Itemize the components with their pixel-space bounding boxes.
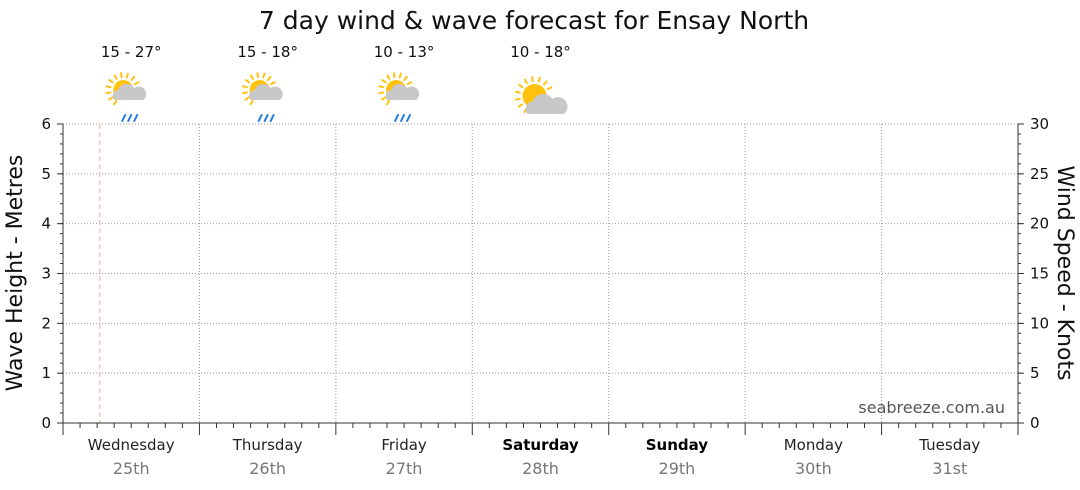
sun-cloud-rain-icon	[241, 72, 283, 122]
day-name-label: Thursday	[232, 436, 303, 454]
y-axis-left-label: Wave Height - Metres	[3, 155, 28, 392]
right-tick-label: 15	[1030, 265, 1049, 283]
day-name-label: Monday	[784, 436, 843, 454]
sun-cloud-rain-icon	[105, 72, 147, 122]
day-date-label: 26th	[249, 459, 286, 478]
day-name-label: Saturday	[502, 436, 579, 454]
right-tick-label: 10	[1030, 314, 1049, 332]
day-temperature-range: 15 - 27°	[101, 43, 162, 61]
day-name-label: Sunday	[646, 436, 709, 454]
day-name-label: Friday	[381, 436, 427, 454]
right-tick-label: 5	[1030, 364, 1040, 382]
chart-title: 7 day wind & wave forecast for Ensay Nor…	[259, 6, 809, 35]
right-tick-label: 20	[1030, 215, 1049, 233]
sun-cloud-rain-icon	[378, 72, 420, 122]
right-tick-label: 30	[1030, 115, 1049, 133]
day-date-label: 25th	[113, 459, 150, 478]
left-tick-label: 6	[41, 115, 51, 133]
day-name-label: Wednesday	[88, 436, 175, 454]
daily-weather-row: 15 - 27° 15 - 18° 10 - 13° 10 - 18°	[101, 43, 571, 122]
left-tick-label: 5	[41, 165, 51, 183]
left-tick-label: 4	[41, 215, 51, 233]
left-tick-label: 0	[41, 414, 51, 432]
day-temperature-range: 15 - 18°	[237, 43, 298, 61]
sun-cloud-icon	[514, 76, 568, 114]
day-date-label: 29th	[659, 459, 696, 478]
day-date-label: 30th	[795, 459, 832, 478]
day-date-label: 31st	[932, 459, 967, 478]
right-tick-label: 25	[1030, 165, 1049, 183]
y-axis-right-label: Wind Speed - Knots	[1052, 165, 1077, 380]
day-labels: Wednesday 25th Thursday 26th Friday 27th Satur…	[88, 436, 981, 478]
day-temperature-range: 10 - 18°	[510, 43, 571, 61]
left-tick-label: 1	[41, 364, 51, 382]
day-date-label: 27th	[386, 459, 423, 478]
day-date-label: 28th	[522, 459, 559, 478]
right-tick-label: 0	[1030, 414, 1040, 432]
watermark: seabreeze.com.au	[858, 398, 1005, 417]
left-tick-label: 3	[41, 265, 51, 283]
grid	[63, 123, 1018, 423]
left-tick-label: 2	[41, 314, 51, 332]
day-temperature-range: 10 - 13°	[374, 43, 435, 61]
axes: 0 1 2 3 4 5 6 0 5 10 15 20 25 30	[41, 115, 1049, 435]
day-name-label: Tuesday	[918, 436, 980, 454]
